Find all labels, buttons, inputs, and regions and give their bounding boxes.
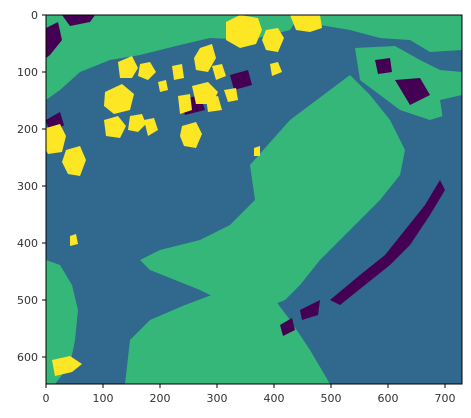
- y-tick-label: 200: [17, 123, 38, 136]
- y-tick-label: 300: [17, 180, 38, 193]
- x-axis: 0 100 200 300 400 500 600 700: [43, 384, 456, 405]
- y-tick-label: 0: [31, 9, 38, 22]
- yellow-grains: [46, 15, 322, 376]
- y-tick-label: 400: [17, 237, 38, 250]
- x-tick-label: 400: [264, 392, 285, 405]
- x-tick-label: 500: [321, 392, 342, 405]
- y-axis: 0 100 200 300 400 500 600: [17, 9, 46, 364]
- x-tick-label: 700: [435, 392, 456, 405]
- x-tick-label: 0: [43, 392, 50, 405]
- x-tick-label: 100: [93, 392, 114, 405]
- x-tick-label: 200: [150, 392, 171, 405]
- plot-frame: [45, 14, 463, 385]
- y-tick-label: 100: [17, 66, 38, 79]
- y-tick-label: 600: [17, 351, 38, 364]
- x-tick-label: 300: [207, 392, 228, 405]
- y-tick-label: 500: [17, 294, 38, 307]
- segmentation-image: [46, 15, 462, 384]
- x-tick-label: 600: [378, 392, 399, 405]
